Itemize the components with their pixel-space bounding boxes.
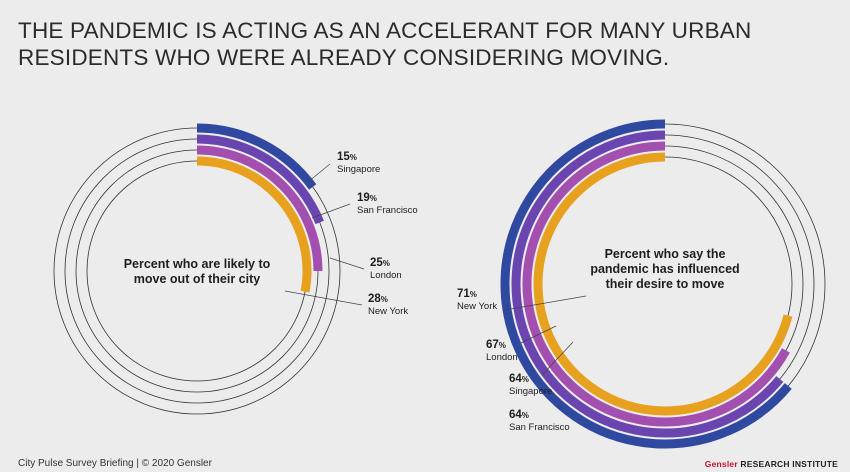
brand-logo-text: Gensler: [704, 459, 738, 469]
left-leader-new-york: [284, 290, 363, 306]
left-arc-san-francisco: [196, 134, 324, 225]
right-center-label: Percent who say the pandemic has influenc…: [590, 247, 739, 291]
right-city-london: London: [486, 352, 518, 363]
left-leader-san-francisco: [311, 203, 351, 219]
footer-brand: Gensler RESEARCH INSTITUTE: [705, 459, 838, 469]
left-center-label-line: Percent who are likely to: [124, 257, 271, 271]
right-value-new-york: 71%: [457, 288, 477, 300]
title-line-1: THE PANDEMIC IS ACTING AS AN ACCELERANT …: [18, 18, 752, 43]
right-center-label-line: pandemic has influenced: [590, 262, 739, 276]
left-city-new-york: New York: [368, 306, 408, 317]
left-city-singapore: Singapore: [337, 164, 380, 175]
right-city-singapore: Singapore: [509, 386, 552, 397]
left-arc-new-york: [196, 156, 312, 293]
right-arc-london: [522, 141, 790, 427]
right-center-label-line: their desire to move: [606, 277, 725, 291]
left-city-london: London: [370, 270, 402, 281]
right-value-san-francisco: 64%: [509, 409, 529, 421]
left-radial-chart: Percent who are likely to move out of the…: [53, 123, 418, 415]
right-center-label-line: Percent who say the: [605, 247, 726, 261]
right-arc-new-york: [533, 152, 793, 416]
left-center-label-line: move out of their city: [134, 272, 260, 286]
right-radial-chart: Percent who say the pandemic has influenc…: [457, 119, 826, 449]
left-leader-london: [329, 257, 365, 270]
right-leader-singapore: [542, 341, 574, 375]
right-leader-london: [520, 325, 557, 344]
right-value-london: 67%: [486, 339, 506, 351]
left-value-new-york: 28%: [368, 293, 388, 305]
page-title: THE PANDEMIC IS ACTING AS AN ACCELERANT …: [18, 17, 798, 71]
left-value-singapore: 15%: [337, 151, 357, 163]
right-arc-singapore: [511, 130, 784, 438]
left-value-san-francisco: 19%: [357, 192, 377, 204]
title-line-2: RESIDENTS WHO WERE ALREADY CONSIDERING M…: [18, 45, 670, 70]
left-leader-singapore: [307, 163, 331, 183]
institute-name: RESEARCH INSTITUTE: [740, 459, 838, 469]
left-arc-singapore: [196, 123, 317, 190]
left-arc-london: [196, 145, 323, 272]
right-arc-san-francisco: [500, 119, 792, 449]
left-center-label: Percent who are likely to move out of the…: [124, 257, 271, 286]
right-value-singapore: 64%: [509, 373, 529, 385]
right-leader-new-york: [504, 295, 587, 311]
right-city-san-francisco: San Francisco: [509, 422, 570, 433]
left-value-london: 25%: [370, 257, 390, 269]
left-city-san-francisco: San Francisco: [357, 205, 418, 216]
right-city-new-york: New York: [457, 301, 497, 312]
footer-caption: City Pulse Survey Briefing | © 2020 Gens…: [18, 458, 212, 469]
